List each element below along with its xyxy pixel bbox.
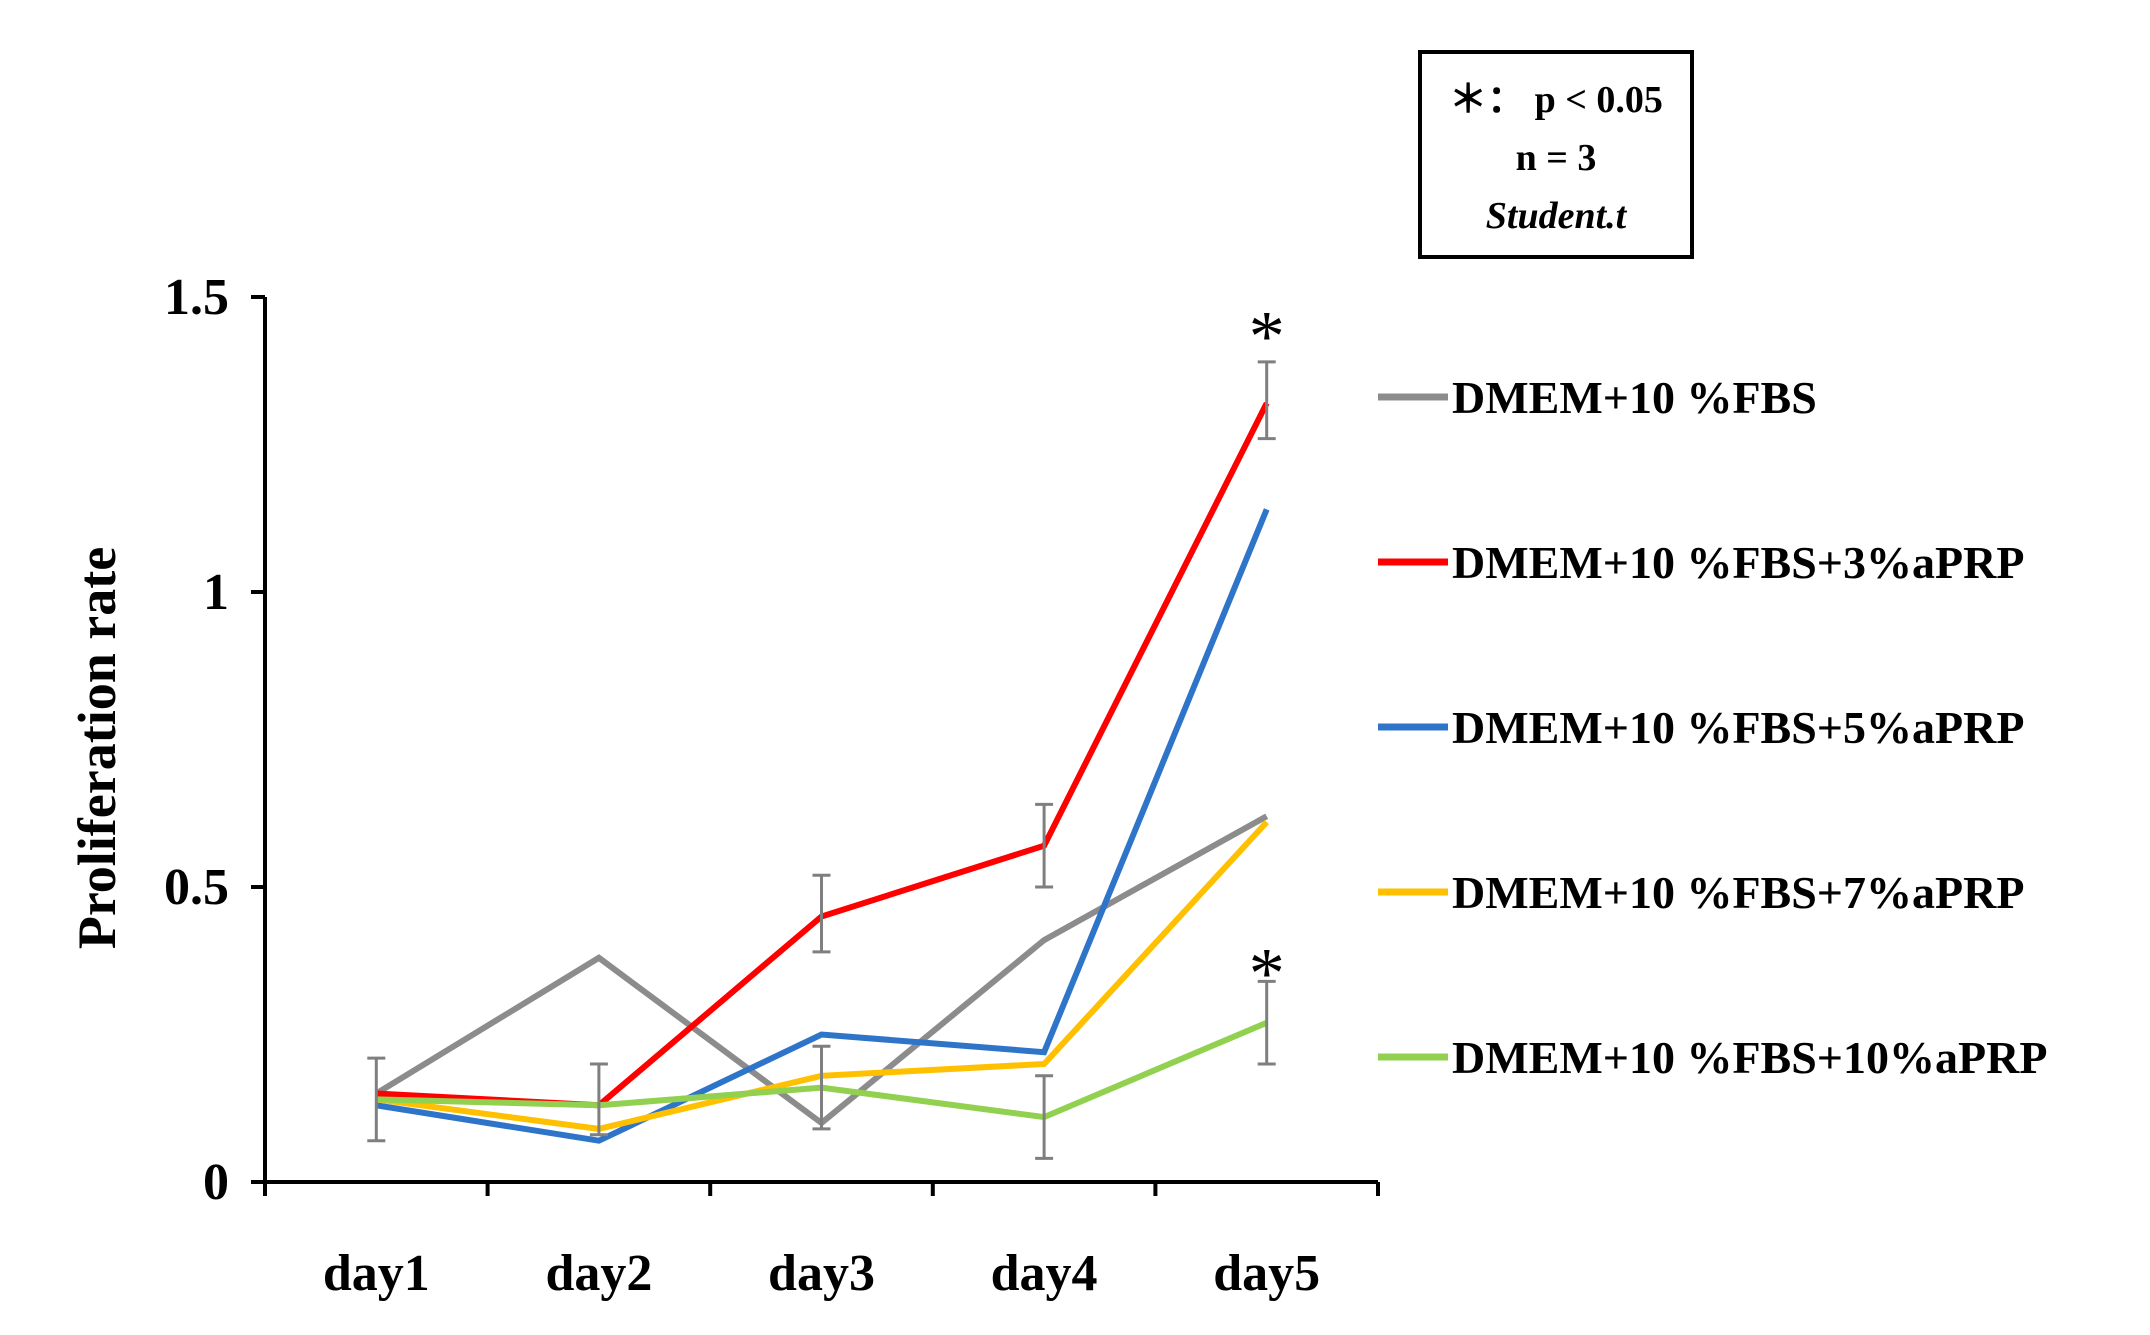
- significance-marks: **: [1249, 297, 1285, 1014]
- error-bar: [1035, 802, 1054, 889]
- error-bars: [367, 360, 1276, 1160]
- stats-line-pvalue: ＊： p < 0.05: [1449, 79, 1663, 121]
- x-tick-label-day5: day5: [1213, 1245, 1320, 1302]
- error-bar: [1257, 979, 1276, 1066]
- legend-item-5: DMEM+10 %FBS+10%aPRP: [1378, 1032, 2047, 1083]
- error-bar: [1035, 1074, 1054, 1160]
- x-tick-label-day4: day4: [991, 1245, 1098, 1302]
- legend-label: DMEM+10 %FBS+7%aPRP: [1452, 867, 2024, 918]
- y-axis-title: Proliferation rate: [67, 547, 127, 949]
- legend-item-3: DMEM+10 %FBS+5%aPRP: [1378, 702, 2024, 753]
- legend-label: DMEM+10 %FBS+10%aPRP: [1452, 1032, 2047, 1083]
- legend-item-2: DMEM+10 %FBS+3%aPRP: [1378, 537, 2024, 588]
- error-bar: [812, 873, 831, 954]
- x-tick-label-day2: day2: [545, 1245, 652, 1302]
- legend-item-1: DMEM+10 %FBS: [1378, 372, 1817, 423]
- legend: DMEM+10 %FBS DMEM+10 %FBS+3%aPRP DMEM+10 %…: [1378, 372, 2047, 1083]
- y-tick-label: 1.5: [164, 269, 229, 326]
- x-ticks: day1 day2 day3 day4 day5: [263, 1182, 1380, 1302]
- series-line-3: [375, 508, 1270, 1144]
- error-bar: [812, 1044, 831, 1131]
- error-bar: [1257, 360, 1276, 441]
- stats-line-n: n = 3: [1516, 137, 1597, 179]
- legend-label: DMEM+10 %FBS+5%aPRP: [1452, 702, 2024, 753]
- x-tick-label-day3: day3: [768, 1245, 875, 1302]
- significance-asterisk: *: [1249, 297, 1285, 377]
- stats-line-test: Student.t: [1486, 195, 1628, 237]
- y-tick-label: 0: [203, 1154, 229, 1211]
- error-bar: [367, 1056, 386, 1143]
- significance-asterisk: *: [1249, 934, 1285, 1014]
- legend-label: DMEM+10 %FBS: [1452, 372, 1817, 423]
- y-ticks: 0 0.5 1 1.5: [164, 269, 265, 1211]
- y-tick-label: 0.5: [164, 859, 229, 916]
- x-tick-label-day1: day1: [323, 1245, 430, 1302]
- legend-item-4: DMEM+10 %FBS+7%aPRP: [1378, 867, 2024, 918]
- legend-label: DMEM+10 %FBS+3%aPRP: [1452, 537, 2024, 588]
- series-lines: [374, 401, 1270, 1144]
- error-bar: [589, 1062, 608, 1137]
- stats-box-frame: [1418, 50, 1694, 259]
- y-tick-label: 1: [203, 564, 229, 621]
- series-line-2: [376, 401, 1270, 1109]
- stats-box: ＊： p < 0.05 n = 3 Student.t: [1418, 50, 1694, 259]
